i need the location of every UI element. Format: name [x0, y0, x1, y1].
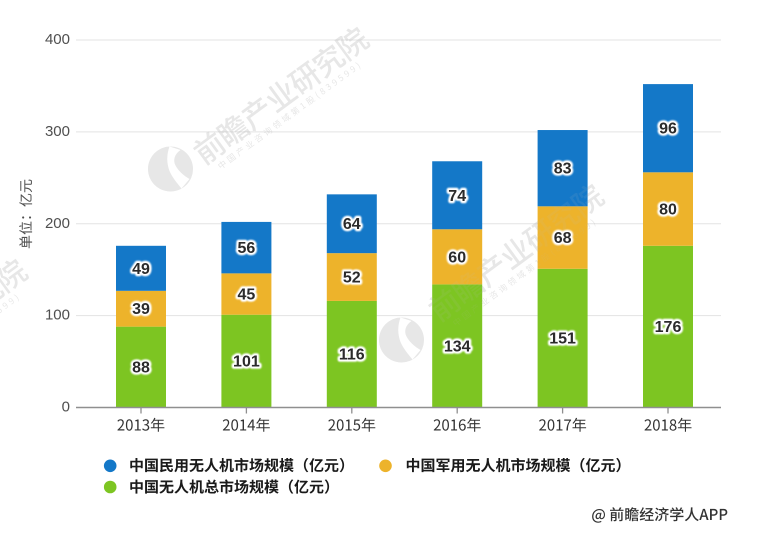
svg-text:52: 52 [343, 270, 361, 287]
svg-text:49: 49 [132, 261, 150, 278]
svg-text:68: 68 [554, 230, 572, 247]
svg-text:80: 80 [659, 202, 677, 219]
svg-text:52: 52 [343, 270, 361, 287]
svg-text:39: 39 [132, 301, 150, 318]
svg-text:134: 134 [444, 338, 471, 355]
svg-text:176: 176 [655, 319, 682, 336]
svg-text:60: 60 [448, 249, 466, 266]
svg-text:56: 56 [238, 240, 256, 257]
svg-text:101: 101 [233, 354, 260, 371]
svg-text:64: 64 [343, 216, 361, 233]
svg-text:39: 39 [132, 301, 150, 318]
svg-text:64: 64 [343, 216, 361, 233]
svg-text:0: 0 [62, 399, 70, 416]
svg-text:134: 134 [444, 338, 471, 355]
svg-text:116: 116 [339, 347, 365, 364]
svg-text:116: 116 [339, 347, 365, 364]
svg-text:88: 88 [132, 360, 150, 377]
svg-text:300: 300 [45, 123, 70, 140]
svg-text:96: 96 [659, 121, 677, 138]
svg-text:83: 83 [554, 161, 572, 178]
svg-text:80: 80 [659, 202, 677, 219]
svg-text:151: 151 [549, 331, 576, 348]
svg-text:88: 88 [132, 360, 150, 377]
svg-text:49: 49 [132, 261, 150, 278]
svg-text:151: 151 [549, 331, 576, 348]
svg-text:45: 45 [238, 287, 256, 304]
svg-text:100: 100 [45, 307, 70, 324]
svg-text:200: 200 [45, 215, 70, 232]
svg-text:400: 400 [45, 31, 70, 48]
svg-text:68: 68 [554, 230, 572, 247]
svg-text:83: 83 [554, 161, 572, 178]
svg-text:176: 176 [655, 319, 682, 336]
svg-text:74: 74 [448, 188, 466, 205]
svg-text:45: 45 [238, 287, 256, 304]
svg-text:96: 96 [659, 121, 677, 138]
svg-text:60: 60 [448, 249, 466, 266]
svg-text:56: 56 [238, 240, 256, 257]
svg-text:101: 101 [233, 354, 260, 371]
svg-text:74: 74 [448, 188, 466, 205]
